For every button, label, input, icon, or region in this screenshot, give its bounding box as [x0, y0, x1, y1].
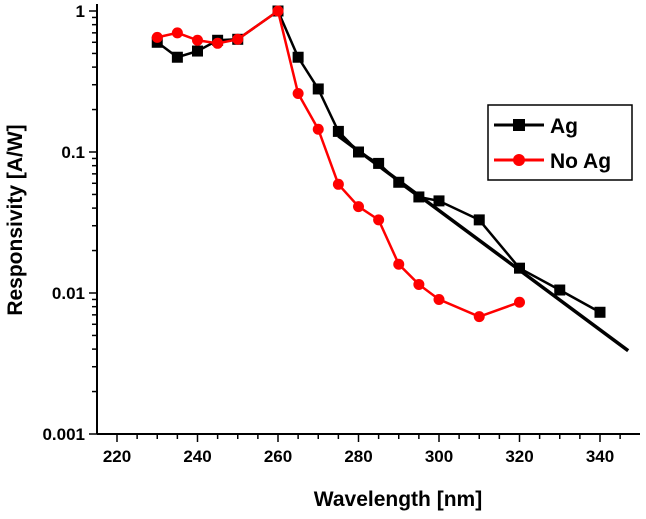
data-point-ag	[312, 83, 324, 95]
data-point-no-ag	[232, 33, 244, 45]
data-point-ag	[514, 262, 525, 274]
data-point-ag	[433, 195, 445, 207]
data-point-ag	[594, 306, 606, 318]
y-tick-label: 1	[76, 2, 85, 21]
data-point-ag	[413, 191, 425, 203]
legend-marker-noag	[513, 154, 525, 166]
data-point-no-ag	[192, 34, 203, 46]
legend-label-ag: Ag	[550, 115, 578, 138]
data-point-no-ag	[373, 214, 385, 226]
data-point-ag	[473, 214, 485, 226]
x-tick-label: 240	[183, 447, 211, 466]
x-tick-label: 300	[425, 447, 453, 466]
series-line-no-ag	[156, 8, 520, 318]
data-point-no-ag	[272, 5, 284, 17]
y-tick-label: 0.1	[61, 143, 85, 162]
data-point-ag	[554, 284, 566, 296]
data-point-ag	[373, 157, 385, 169]
x-tick-label: 260	[264, 447, 292, 466]
data-point-ag	[393, 176, 405, 188]
y-axis-label: Responsivity [A/W]	[4, 124, 27, 315]
legend-marker-ag	[513, 119, 525, 131]
data-point-no-ag	[393, 258, 405, 270]
legend: Ag No Ag	[487, 104, 633, 181]
data-point-no-ag	[171, 27, 183, 39]
data-point-no-ag	[212, 37, 224, 49]
data-point-no-ag	[514, 296, 525, 308]
data-point-ag	[171, 51, 183, 63]
x-tick-label: 220	[103, 447, 131, 466]
y-tick-label: 0.001	[42, 425, 85, 444]
data-point-no-ag	[353, 201, 364, 213]
legend-box	[487, 104, 633, 181]
axes: 220 240 260 280 300 320 340 1 0.1 0.01 0.001	[42, 2, 640, 466]
plot-area	[151, 5, 630, 353]
data-point-ag	[292, 51, 304, 63]
x-tick-label: 340	[586, 447, 614, 466]
x-tick-label: 280	[344, 447, 372, 466]
data-point-no-ag	[433, 293, 445, 305]
data-point-ag	[353, 146, 364, 158]
x-axis-label: Wavelength [nm]	[314, 488, 482, 511]
data-point-ag	[332, 125, 344, 137]
data-point-ag	[192, 45, 203, 57]
legend-label-noag: No Ag	[550, 150, 611, 173]
data-point-no-ag	[292, 87, 304, 99]
data-point-no-ag	[413, 278, 425, 290]
y-tick-label: 0.01	[52, 284, 85, 303]
data-point-no-ag	[312, 123, 324, 135]
data-point-no-ag	[332, 178, 344, 190]
data-point-no-ag	[473, 311, 485, 323]
x-tick-label: 320	[505, 447, 533, 466]
data-point-no-ag	[151, 31, 163, 43]
